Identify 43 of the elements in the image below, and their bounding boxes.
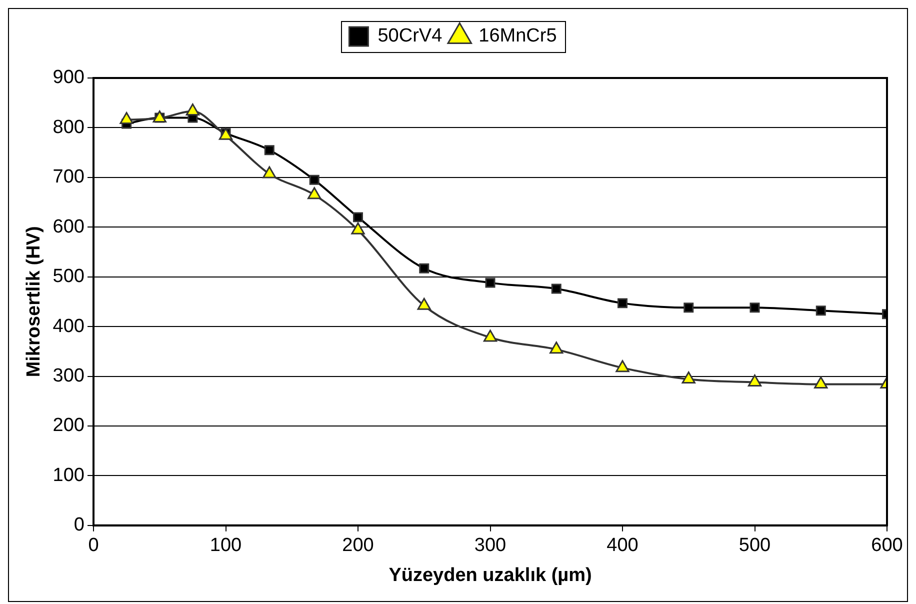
y-tick-label: 200	[52, 415, 84, 436]
point	[353, 212, 363, 222]
y-tick-label: 600	[52, 216, 84, 238]
point	[262, 166, 276, 178]
x-tick-label: 500	[738, 535, 771, 556]
x-tick-label: 400	[606, 535, 638, 556]
y-tick-label: 0	[74, 514, 84, 536]
point	[309, 174, 320, 185]
point	[814, 376, 828, 388]
point	[551, 284, 562, 294]
x-tick-label: 300	[474, 535, 506, 556]
y-tick-label: 800	[52, 116, 84, 138]
y-tick-label: 500	[52, 266, 84, 288]
legend-label: 16MnCr5	[478, 26, 557, 47]
point	[417, 298, 431, 310]
point	[186, 104, 200, 116]
point	[550, 342, 564, 354]
x-tick-label: 0	[88, 535, 99, 556]
y-tick-label: 100	[52, 464, 84, 486]
point	[351, 222, 365, 234]
y-tick-label: 700	[52, 166, 84, 188]
point	[682, 372, 696, 384]
x-tick-label: 600	[871, 535, 903, 556]
y-tick-label: 300	[52, 366, 84, 386]
point	[120, 112, 134, 124]
point	[816, 306, 826, 316]
x-axis-title: Yüzeyden uzaklık (µm)	[388, 564, 592, 586]
x-tick-label: 100	[210, 535, 242, 556]
point	[483, 330, 498, 342]
point	[618, 298, 628, 308]
point	[419, 263, 430, 274]
point	[750, 302, 760, 313]
point	[485, 278, 496, 288]
point	[684, 302, 694, 313]
y-tick-label: 400	[52, 316, 84, 337]
legend-label: 50CrV4	[378, 26, 443, 47]
point	[264, 145, 274, 156]
point	[748, 374, 762, 386]
y-tick-label: 900	[52, 67, 84, 88]
point	[616, 360, 630, 372]
x-tick-label: 200	[342, 535, 374, 556]
y-axis-title: Mikrosertlik (HV)	[24, 226, 45, 378]
point	[308, 187, 322, 200]
